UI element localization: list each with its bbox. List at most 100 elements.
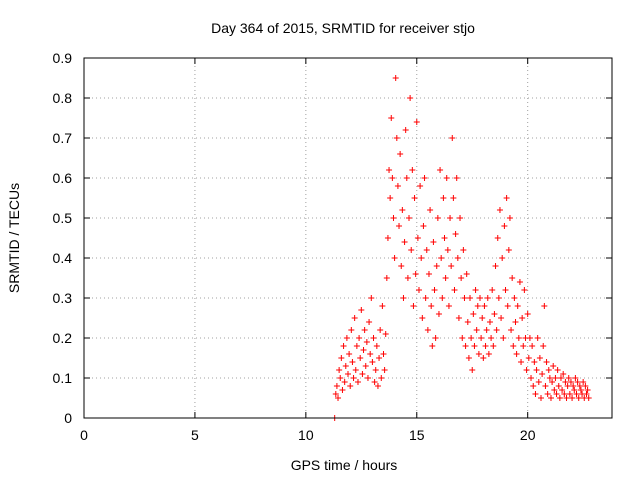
data-point <box>411 195 418 201</box>
data-point <box>351 315 358 321</box>
data-point <box>368 295 375 301</box>
data-point <box>485 351 492 357</box>
x-tick-label: 10 <box>298 427 314 443</box>
data-point <box>359 371 366 377</box>
data-point <box>391 255 398 261</box>
data-point <box>500 335 507 341</box>
data-point <box>498 315 505 321</box>
data-point <box>512 319 519 325</box>
data-point <box>509 275 516 281</box>
y-tick-label: 0.5 <box>53 210 73 226</box>
data-point <box>477 295 483 301</box>
data-point <box>348 327 355 333</box>
data-point <box>424 327 431 333</box>
data-point <box>550 363 557 369</box>
data-point <box>443 175 450 181</box>
data-point <box>469 367 476 373</box>
data-point <box>335 395 342 401</box>
data-point <box>461 295 468 301</box>
data-point <box>358 307 365 313</box>
data-point <box>430 239 437 245</box>
tick-labels: 0 0.1 0.2 0.3 0.4 0.5 0.6 0.7 0.8 0.9 0 5 10 15 20 <box>53 50 536 443</box>
data-point <box>396 223 403 229</box>
data-point <box>404 275 411 281</box>
data-point <box>377 327 384 333</box>
data-point <box>442 275 449 281</box>
data-point <box>535 379 542 385</box>
data-point <box>450 195 457 201</box>
y-tick-label: 0.7 <box>53 130 73 146</box>
data-point <box>549 379 556 385</box>
data-point <box>410 303 417 309</box>
data-point <box>354 379 361 385</box>
data-point <box>546 375 553 381</box>
data-point <box>457 215 464 221</box>
data-point <box>425 271 432 277</box>
data-point <box>345 371 351 377</box>
data-point <box>379 303 386 309</box>
data-point <box>397 151 404 157</box>
data-point <box>566 391 573 397</box>
y-tick-label: 0.6 <box>53 170 73 186</box>
data-point <box>399 207 406 213</box>
data-point <box>400 295 407 301</box>
x-tick-label: 15 <box>409 427 425 443</box>
data-point <box>489 287 496 293</box>
data-point <box>423 247 430 253</box>
data-point <box>496 207 503 213</box>
data-point <box>495 295 502 301</box>
data-point <box>440 195 447 201</box>
data-point <box>562 379 569 385</box>
data-point <box>575 395 582 401</box>
data-point <box>554 367 561 373</box>
data-point <box>551 387 558 393</box>
data-point <box>417 183 424 189</box>
data-point <box>393 135 400 141</box>
data-point <box>402 127 409 133</box>
data-point <box>387 195 394 201</box>
data-points <box>331 75 592 421</box>
data-point <box>547 395 554 401</box>
data-point <box>503 195 510 201</box>
data-point <box>467 295 474 301</box>
data-point <box>560 371 567 377</box>
data-point <box>407 95 414 101</box>
data-point <box>585 395 592 401</box>
data-point <box>564 383 571 389</box>
data-point <box>553 391 560 397</box>
y-tick-label: 0.3 <box>53 290 73 306</box>
grid-lines <box>84 58 612 418</box>
data-point <box>339 387 346 393</box>
data-point <box>542 383 549 389</box>
data-point <box>350 375 357 381</box>
data-point <box>486 319 493 325</box>
data-point <box>483 327 490 333</box>
data-point <box>418 255 425 261</box>
data-point <box>453 175 460 181</box>
data-point <box>530 383 537 389</box>
data-point <box>519 315 526 321</box>
data-point <box>376 355 383 361</box>
data-point <box>413 119 420 125</box>
data-point <box>557 375 564 381</box>
data-point <box>555 383 562 389</box>
data-point <box>478 335 485 341</box>
data-point <box>367 351 374 357</box>
x-axis-label: GPS time / hours <box>291 457 398 473</box>
data-point <box>525 355 532 361</box>
data-point <box>401 239 408 245</box>
data-point <box>561 391 568 397</box>
data-point <box>333 383 340 389</box>
data-point <box>544 391 551 397</box>
data-point <box>431 287 438 293</box>
data-point <box>338 355 345 361</box>
data-point <box>556 395 563 401</box>
data-point <box>518 359 525 365</box>
data-point <box>545 367 552 373</box>
data-point <box>458 275 465 281</box>
data-point <box>571 387 578 393</box>
data-point <box>508 327 515 333</box>
data-point <box>454 255 461 261</box>
data-point <box>408 247 415 253</box>
data-point <box>434 215 441 221</box>
